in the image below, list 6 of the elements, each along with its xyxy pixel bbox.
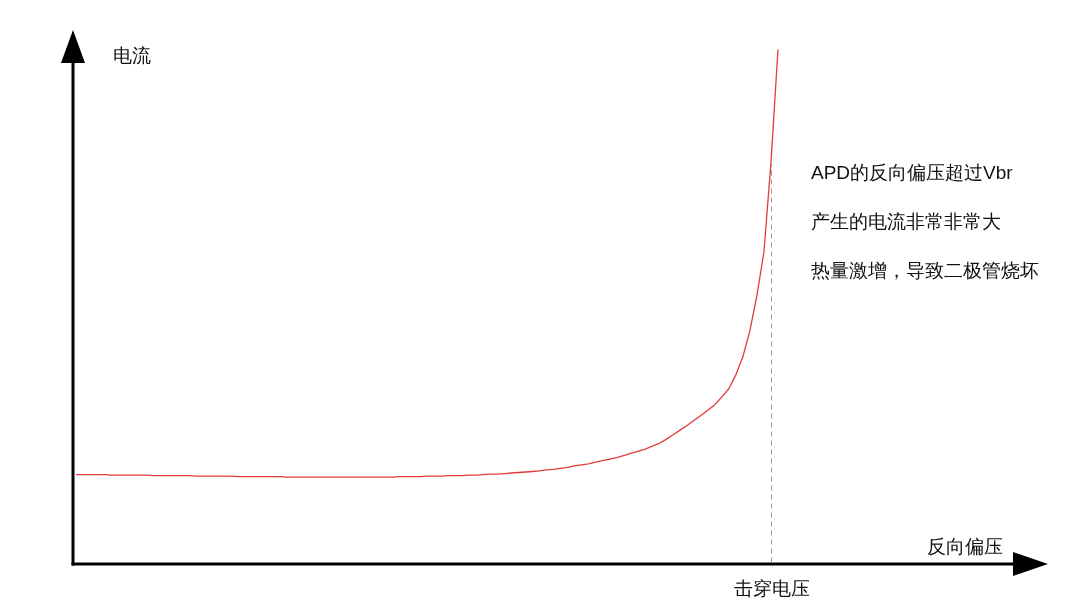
xlabel: 反向偏压 bbox=[927, 535, 1003, 557]
ylabel: 电流 bbox=[113, 44, 151, 66]
annotation: 热量激增，导致二极管烧坏 bbox=[811, 259, 1039, 281]
annotation: 击穿电压 bbox=[734, 577, 810, 599]
annotation: 产生的电流非常非常大 bbox=[811, 210, 1001, 232]
annotation: APD的反向偏压超过Vbr bbox=[811, 161, 1013, 183]
